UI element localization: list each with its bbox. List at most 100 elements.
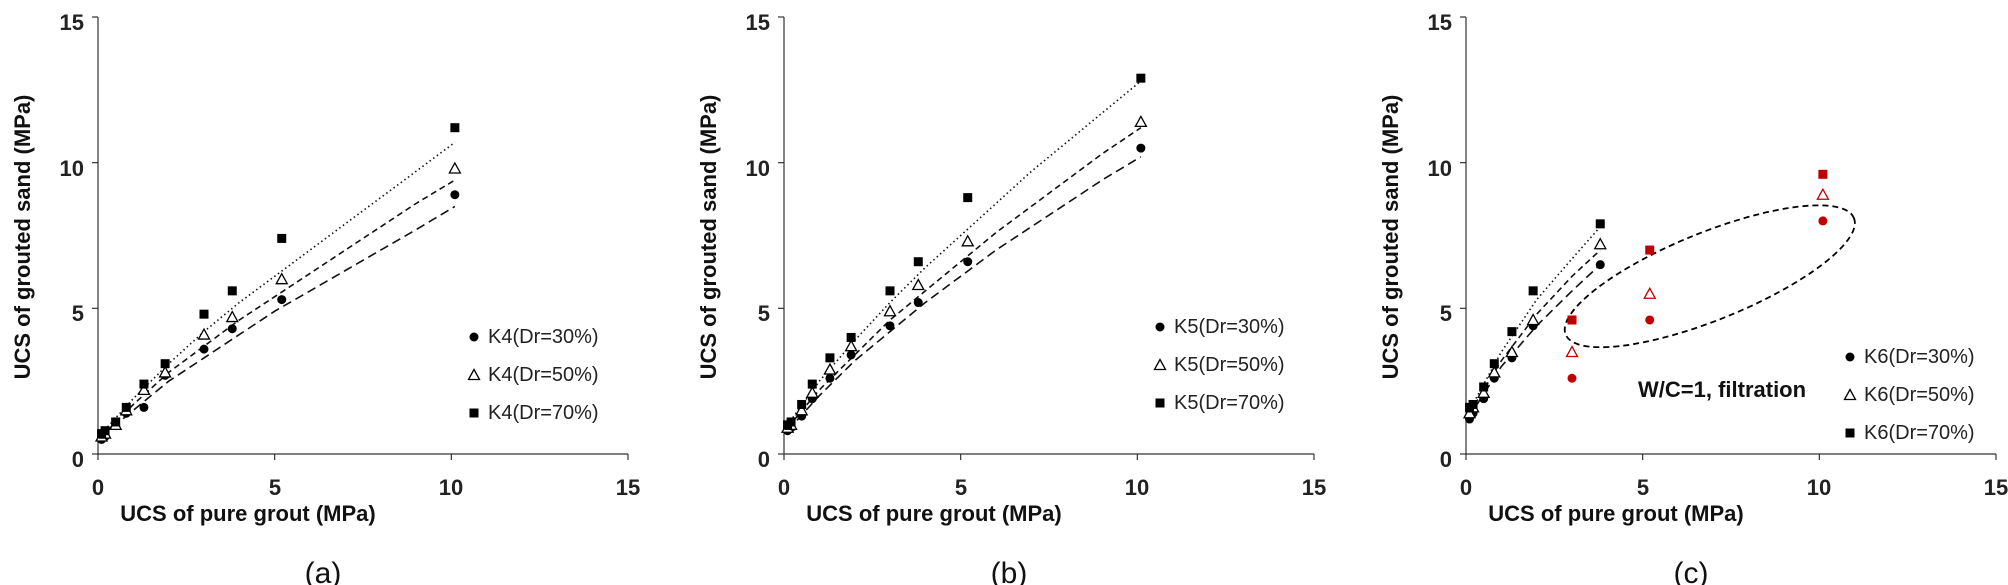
- panel-label: (a): [305, 557, 342, 585]
- data-point: [1505, 345, 1519, 358]
- outlier-point: [1818, 169, 1828, 179]
- data-point: [277, 233, 287, 243]
- legend: K6(Dr=30%) K6(Dr=50%) K6(Dr=70%): [1843, 346, 1975, 444]
- outlier-point: [1818, 216, 1828, 226]
- annotation-filtration: W/C=1, filtration: [1638, 377, 1806, 402]
- data-point: [137, 383, 151, 396]
- x-tick-label: 5: [955, 475, 967, 500]
- y-tick-label: 15: [60, 10, 84, 35]
- data-point: [1593, 237, 1607, 250]
- panel-c-xticks: 0 5 10 15: [1460, 475, 2008, 500]
- data-point: [158, 365, 172, 378]
- data-point: [1136, 73, 1146, 83]
- legend-marker: [469, 408, 479, 418]
- data-point: [805, 385, 819, 398]
- data-point: [227, 324, 237, 334]
- data-point: [1595, 219, 1605, 229]
- panel-b-fits: [786, 80, 1142, 432]
- fit-curve: [100, 179, 456, 438]
- data-point: [1136, 143, 1146, 153]
- x-tick-label: 5: [269, 475, 281, 500]
- data-point: [961, 234, 975, 247]
- data-point: [448, 161, 462, 174]
- fit-curve: [1468, 249, 1601, 414]
- x-tick-label: 15: [1302, 475, 1326, 500]
- legend-label: K4(Dr=70%): [488, 402, 599, 424]
- panel-a: 0 5 10 15 0 5 10 15 UCS of pure grout (M…: [10, 10, 640, 585]
- y-tick-label: 5: [1440, 301, 1452, 326]
- panel-a-fits: [100, 141, 456, 438]
- data-point: [913, 298, 923, 308]
- data-point: [911, 278, 925, 291]
- panel-b-xticks: 0 5 10 15: [778, 475, 1326, 500]
- legend-marker: [469, 332, 479, 342]
- panel-c: 0 5 10 15 0 5 10 15 UCS of pure grout (M…: [1378, 10, 2008, 585]
- outlier-point: [1565, 345, 1579, 358]
- outlier-point: [1816, 187, 1830, 200]
- data-point: [277, 295, 287, 305]
- panel-b-points: [780, 73, 1148, 436]
- x-tick-label: 0: [778, 475, 790, 500]
- x-tick-label: 0: [92, 475, 104, 500]
- data-point: [111, 417, 121, 427]
- legend-label: K4(Dr=50%): [488, 364, 599, 386]
- legend-label: K5(Dr=30%): [1174, 316, 1285, 338]
- y-tick-label: 15: [746, 10, 770, 35]
- data-point: [1528, 286, 1538, 296]
- legend-label: K6(Dr=30%): [1864, 346, 1975, 368]
- data-point: [139, 379, 149, 389]
- data-point: [823, 362, 837, 375]
- y-tick-label: 10: [746, 156, 770, 181]
- data-point: [844, 339, 858, 352]
- data-point: [450, 190, 460, 200]
- data-point: [846, 350, 856, 360]
- legend-marker: [1155, 398, 1165, 408]
- data-point: [1489, 359, 1499, 369]
- outlier-point: [1567, 373, 1577, 383]
- data-point: [1462, 406, 1477, 419]
- y-axis-label: UCS of grouted sand (MPa): [10, 95, 35, 380]
- panel-label: (c): [1674, 557, 1709, 585]
- x-axis-label: UCS of pure grout (MPa): [806, 501, 1061, 526]
- legend-label: K6(Dr=70%): [1864, 422, 1975, 444]
- data-point: [885, 286, 895, 296]
- data-point: [225, 310, 239, 323]
- data-point: [963, 257, 973, 267]
- fit-curve: [786, 156, 1142, 432]
- data-point: [846, 332, 856, 342]
- data-point: [825, 353, 835, 363]
- y-tick-label: 5: [72, 301, 84, 326]
- outlier-point: [1567, 315, 1577, 325]
- x-axis-label: UCS of pure grout (MPa): [120, 501, 375, 526]
- data-point: [1477, 385, 1491, 398]
- data-point: [797, 399, 807, 409]
- legend-marker: [1843, 388, 1857, 401]
- data-point: [197, 327, 211, 340]
- outlier-point: [1645, 245, 1655, 255]
- data-point: [160, 359, 170, 369]
- data-point: [883, 304, 897, 317]
- data-point: [1487, 365, 1501, 378]
- x-tick-label: 0: [1460, 475, 1472, 500]
- panel-a-yticks: 0 5 10 15: [60, 10, 84, 472]
- data-point: [786, 417, 796, 427]
- y-axis-label: UCS of grouted sand (MPa): [696, 95, 721, 380]
- x-tick-label: 10: [1125, 475, 1149, 500]
- x-axis-label: UCS of pure grout (MPa): [1488, 501, 1743, 526]
- legend: K4(Dr=30%) K4(Dr=50%) K4(Dr=70%): [467, 326, 599, 424]
- y-tick-label: 0: [1440, 447, 1452, 472]
- panel-c-frame: [1460, 16, 1997, 460]
- data-point: [1507, 327, 1517, 337]
- panel-a-points: [94, 123, 462, 444]
- y-tick-label: 15: [1428, 10, 1452, 35]
- panel-c-yticks: 0 5 10 15: [1428, 10, 1452, 472]
- panel-label: (b): [991, 557, 1028, 585]
- data-point: [450, 123, 460, 133]
- outlier-point: [1643, 286, 1657, 299]
- data-point: [199, 309, 209, 319]
- panel-b-yticks: 0 5 10 15: [746, 10, 770, 472]
- data-point: [199, 344, 209, 354]
- data-point: [1595, 260, 1605, 270]
- data-point: [100, 426, 110, 436]
